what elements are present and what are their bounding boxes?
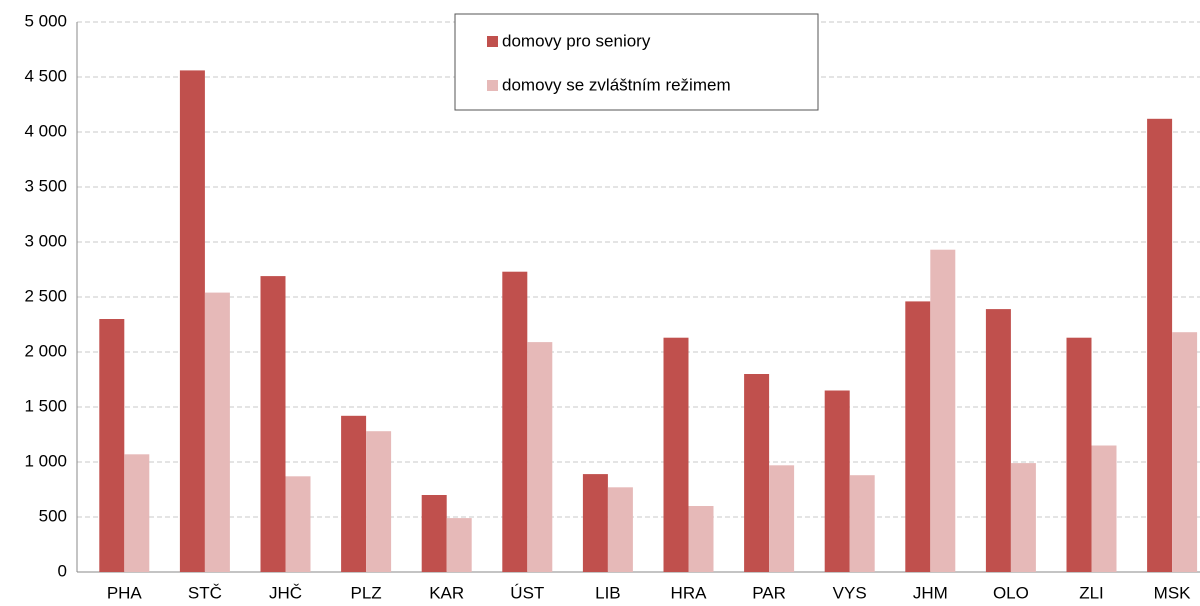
x-tick-label: JHM [913,583,948,602]
x-tick-label: VYS [833,583,867,602]
bar [688,506,714,572]
bar [366,431,392,572]
x-tick-label: LIB [595,583,621,602]
bar [502,271,528,572]
bar [124,454,150,572]
legend-label: domovy se zvláštním režimem [502,75,731,94]
bar [1010,463,1036,572]
bar [99,319,125,572]
y-tick-label: 4 000 [24,121,67,140]
x-tick-label: PHA [107,583,143,602]
x-tick-label: PAR [752,583,786,602]
bar [1066,337,1092,572]
bar [930,249,956,572]
x-tick-label: JHČ [269,583,302,602]
bar [285,476,311,572]
legend-swatch [487,36,498,47]
bar [1147,118,1173,573]
bar [607,487,633,572]
x-tick-label: PLZ [351,583,382,602]
bar [769,465,795,572]
y-tick-label: 5 000 [24,11,67,30]
bar [1172,332,1198,572]
bar [849,475,875,572]
x-tick-label: KAR [429,583,464,602]
x-tick-label: ZLI [1079,583,1104,602]
bar [446,518,472,572]
y-tick-label: 2 500 [24,286,67,305]
bar [341,415,367,572]
x-tick-label: ÚST [510,583,544,602]
y-tick-label: 4 500 [24,66,67,85]
x-tick-label: OLO [993,583,1029,602]
bar [663,337,689,572]
bar [905,301,931,572]
bar [179,70,205,573]
y-tick-label: 500 [39,506,67,525]
y-tick-label: 1 000 [24,451,67,470]
bar [1091,445,1117,572]
y-tick-label: 0 [58,561,67,580]
bar [204,292,230,572]
bar [744,374,770,572]
y-tick-label: 3 500 [24,176,67,195]
bar [527,342,553,572]
y-tick-label: 2 000 [24,341,67,360]
bar [260,276,286,572]
bar [421,495,447,572]
bar [824,390,850,572]
legend-swatch [487,80,498,91]
bar [582,474,608,572]
bar [985,309,1011,572]
x-tick-label: HRA [671,583,708,602]
x-tick-label: STČ [188,583,222,602]
y-tick-label: 3 000 [24,231,67,250]
x-tick-label: MSK [1154,583,1192,602]
legend-box [454,13,819,111]
legend-label: domovy pro seniory [502,31,651,50]
y-tick-label: 1 500 [24,396,67,415]
